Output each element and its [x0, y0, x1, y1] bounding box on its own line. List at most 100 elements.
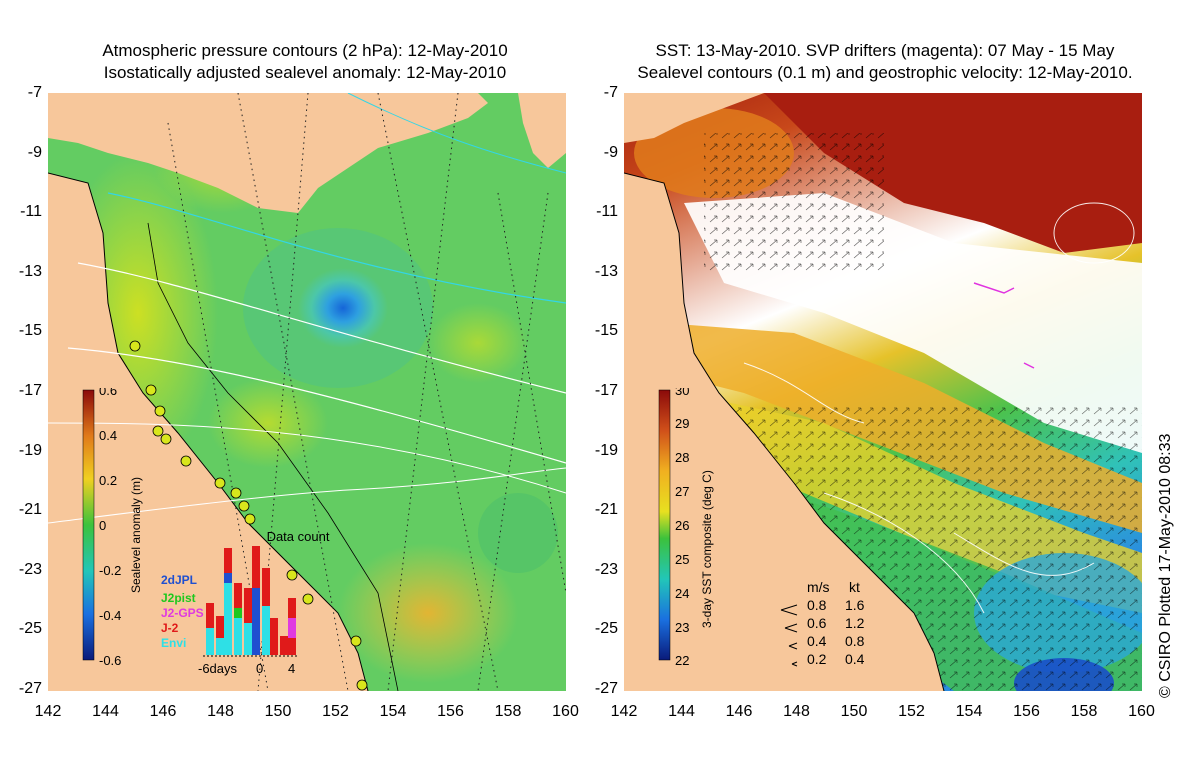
- lat-tick-right: -19: [594, 441, 618, 459]
- key-row2-ms: 0.4: [807, 633, 827, 649]
- lon-tick-left: 144: [92, 703, 119, 720]
- sst-map: m/s kt 0.8 1.6 0.6 1.2 0.4 0.8 0.2 0.4: [624, 93, 1142, 691]
- left-map-title: Atmospheric pressure contours (2 hPa): 1…: [45, 40, 565, 84]
- lon-tick-left: 142: [34, 703, 62, 720]
- cb-right-8: 22: [675, 653, 689, 668]
- lon-tick-right: 148: [783, 703, 810, 720]
- solomon-islands-land: [518, 93, 566, 168]
- cb-left-1: 0.4: [99, 428, 117, 443]
- lat-tick-left: -7: [27, 84, 42, 101]
- drifter-track: [973, 282, 1015, 294]
- cb-right-7: 23: [675, 620, 689, 635]
- right-title-line2: Sealevel contours (0.1 m) and geostrophi…: [637, 63, 1133, 82]
- velocity-unit-ms: m/s: [807, 579, 830, 595]
- lat-tick-right: -13: [594, 262, 618, 280]
- lon-tick-left: 154: [379, 703, 407, 720]
- key-row1-kt: 1.2: [845, 615, 865, 631]
- lat-tick-left: -23: [18, 560, 42, 578]
- right-map-title: SST: 13-May-2010. SVP drifters (magenta)…: [605, 40, 1165, 84]
- lon-tick-right: 144: [668, 703, 695, 720]
- lat-tick-left: -13: [18, 262, 42, 280]
- lon-tick-left: 160: [552, 703, 579, 720]
- lat-tick-right: -27: [594, 680, 618, 697]
- key-row0-ms: 0.8: [807, 597, 827, 613]
- lat-tick-left: -17: [18, 382, 42, 399]
- lon-tick-right: 156: [1013, 703, 1040, 720]
- inset-axis-0: 0: [256, 661, 263, 676]
- cb-right-6: 24: [675, 586, 689, 601]
- cb-left-0: 0.6: [99, 388, 117, 398]
- papua-new-guinea-land: [48, 93, 488, 213]
- low-anomaly-center: [298, 268, 388, 348]
- lat-tick-right: -21: [594, 501, 618, 519]
- lat-tick-right: -17: [594, 382, 618, 399]
- lon-tick-right: 154: [955, 703, 983, 720]
- lat-tick-left: -15: [18, 322, 42, 340]
- lat-tick-left: -25: [18, 620, 42, 638]
- legend-envi: Envi: [161, 636, 186, 650]
- cb-left-2: 0.2: [99, 473, 117, 488]
- sealevel-anomaly-map: Data count 2dJPL J2pist J2-GPS J-2 Envi …: [48, 93, 566, 691]
- lat-tick-right: -11: [596, 203, 618, 221]
- lon-tick-right: 158: [1070, 703, 1098, 720]
- cb-left-4: -0.2: [99, 563, 121, 578]
- data-count-inset: Data count 2dJPL J2pist J2-GPS J-2 Envi …: [161, 529, 330, 676]
- australia-land: [48, 173, 368, 691]
- data-count-title: Data count: [267, 529, 330, 544]
- lat-tick-left: -9: [27, 143, 42, 161]
- sst-map-graphic: [624, 93, 1142, 691]
- key-row3-kt: 0.4: [845, 651, 865, 667]
- left-title-line2: Isostatically adjusted sealevel anomaly:…: [103, 63, 507, 82]
- inset-bars: [206, 546, 296, 655]
- lon-tick-left: 158: [494, 703, 522, 720]
- left-title-line1: Atmospheric pressure contours (2 hPa): 1…: [102, 41, 508, 60]
- lat-tick-left: -27: [18, 680, 42, 697]
- velocity-key: m/s kt 0.8 1.6 0.6 1.2 0.4 0.8 0.2 0.4: [780, 579, 865, 667]
- legend-2djpl: 2dJPL: [161, 573, 197, 587]
- sealevel-map-graphic: [48, 93, 566, 691]
- lat-tick-left: -19: [18, 441, 42, 459]
- lon-tick-left: 156: [437, 703, 464, 720]
- lon-tick-left: 146: [149, 703, 177, 720]
- right-title-line1: SST: 13-May-2010. SVP drifters (magenta)…: [655, 41, 1115, 60]
- key-row1-ms: 0.6: [807, 615, 827, 631]
- lon-tick-left: 152: [322, 703, 349, 720]
- cb-right-0: 30: [675, 388, 689, 398]
- cb-right-3: 27: [675, 484, 689, 499]
- lon-tick-right: 146: [725, 703, 753, 720]
- cb-left-3: 0: [99, 518, 106, 533]
- lon-tick-right: 150: [840, 703, 868, 720]
- sealevel-colorbar: 0.6 0.4 0.2 0 -0.2 -0.4 -0.6 Sealevel an…: [82, 388, 143, 668]
- velocity-unit-kt: kt: [849, 579, 860, 595]
- legend-j2gps: J2-GPS: [161, 606, 204, 620]
- lon-tick-left: 150: [264, 703, 292, 720]
- australia-land-right: [624, 173, 944, 691]
- lon-tick-right: 160: [1128, 703, 1155, 720]
- lon-tick-right: 152: [898, 703, 925, 720]
- cb-right-label: 3-day SST composite (deg C): [700, 470, 714, 628]
- credit-label: © CSIRO Plotted 17-May-2010 08:33: [1157, 434, 1174, 698]
- lat-tick-right: -15: [594, 322, 618, 340]
- cb-right-2: 28: [675, 450, 689, 465]
- cb-right-4: 26: [675, 518, 689, 533]
- lat-tick-right: -7: [603, 84, 618, 101]
- cb-left-5: -0.4: [99, 608, 121, 623]
- lat-tick-right: -9: [603, 143, 618, 161]
- inset-axis-neg6: -6days: [198, 661, 238, 676]
- cb-right-5: 25: [675, 552, 689, 567]
- inset-axis-4: 4: [288, 661, 295, 676]
- cb-left-6: -0.6: [99, 653, 121, 668]
- key-row3-ms: 0.2: [807, 651, 827, 667]
- lon-tick-left: 148: [207, 703, 234, 720]
- lat-tick-right: -23: [594, 560, 618, 578]
- cb-left-label: Sealevel anomaly (m): [129, 477, 143, 593]
- lat-tick-right: -25: [594, 620, 618, 638]
- sst-colorbar: 30 29 28 27 26 25 24 23 22 3-day SST com…: [658, 388, 714, 668]
- lat-tick-left: -11: [20, 203, 42, 221]
- cb-right-1: 29: [675, 416, 689, 431]
- key-row0-kt: 1.6: [845, 597, 865, 613]
- legend-j2: J-2: [161, 621, 179, 635]
- credit-text: © CSIRO Plotted 17-May-2010 08:33: [1157, 434, 1174, 698]
- key-row2-kt: 0.8: [845, 633, 865, 649]
- png-land: [624, 93, 764, 143]
